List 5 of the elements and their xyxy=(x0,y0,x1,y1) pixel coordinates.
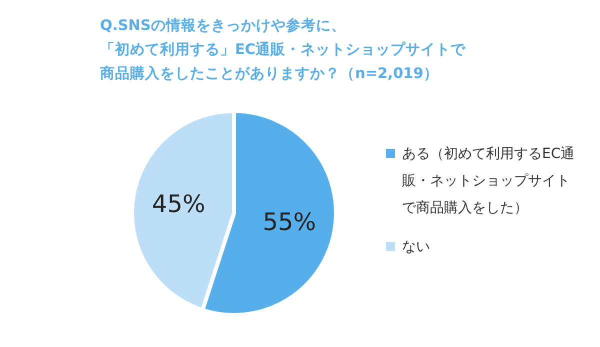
data-label: 45% xyxy=(152,190,206,218)
legend-label: ない xyxy=(402,239,430,255)
data-label: 55% xyxy=(262,208,316,236)
chart-title: Q.SNSの情報をきっかけや参考に、「初めて利用する」EC通販・ネットショップサイトで商品購入をしたことがありますか？（n=2,019） xyxy=(99,17,467,82)
legend-label: ある（初めて利用するEC通販・ネットショップサイトで商品購入をした） xyxy=(402,146,575,216)
